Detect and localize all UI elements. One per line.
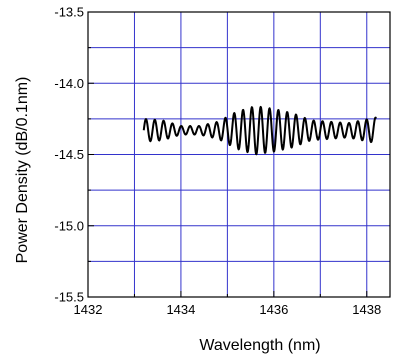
x-tick-label: 1438 (352, 302, 381, 317)
y-tick-label: -14.0 (54, 76, 84, 91)
y-tick-label: -13.5 (54, 5, 84, 20)
series-line (142, 105, 377, 156)
x-axis-title: Wavelength (nm) (199, 337, 320, 354)
x-tick-label: 1432 (74, 302, 103, 317)
x-tick-label: 1436 (259, 302, 288, 317)
grid-lines (88, 12, 390, 297)
series-layer (142, 105, 377, 156)
y-axis-title: Power Density (dB/0.1nm) (14, 77, 31, 264)
y-tick-label: -15.0 (54, 218, 84, 233)
axis-ticks: 1432 1434 1436 1438 -13.5 -14.0 -14.5 -15.0 -15.… (54, 5, 381, 318)
y-tick-label: -14.5 (54, 147, 84, 162)
x-tick-label: 1434 (166, 302, 195, 317)
y-tick-label: -15.5 (54, 290, 84, 305)
